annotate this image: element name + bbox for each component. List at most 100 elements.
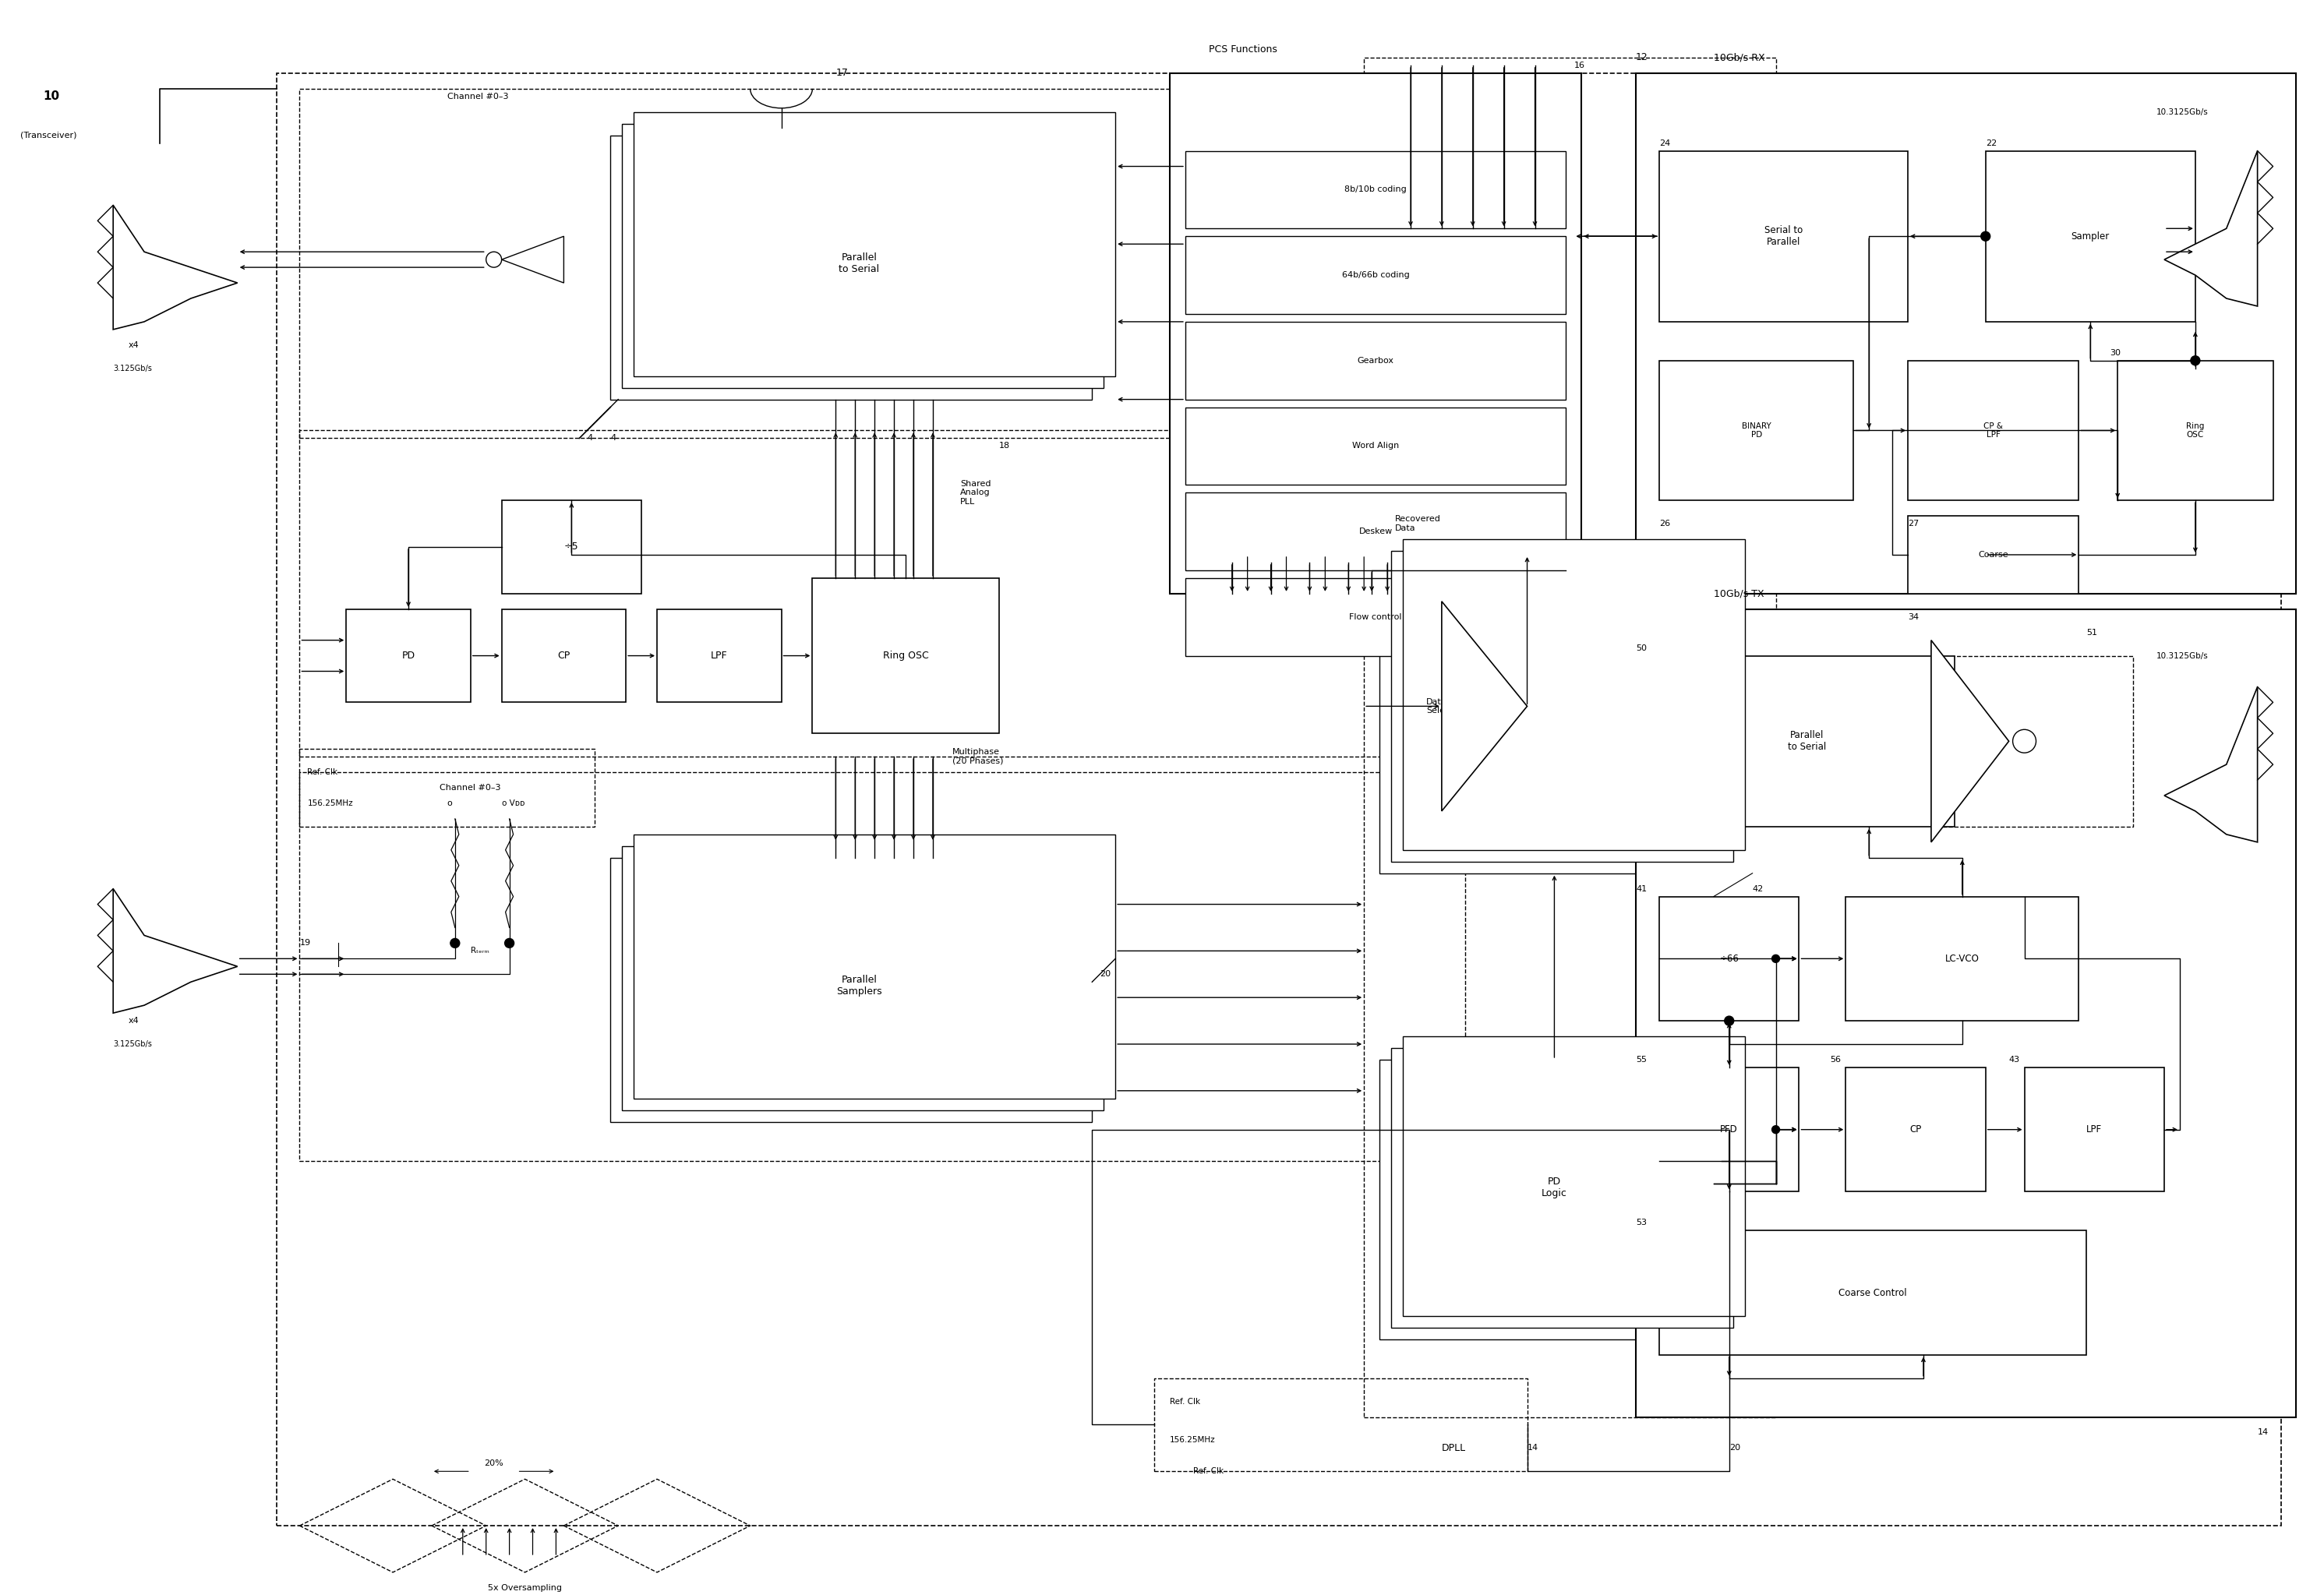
- Text: 34: 34: [1908, 612, 1920, 620]
- Polygon shape: [2164, 152, 2257, 306]
- Text: 3.125Gb/s: 3.125Gb/s: [114, 364, 151, 372]
- Text: Gearbox: Gearbox: [1357, 357, 1394, 364]
- Text: o: o: [446, 799, 453, 807]
- Text: BINARY
PD: BINARY PD: [1741, 423, 1771, 439]
- Text: Coarse: Coarse: [1978, 550, 2008, 558]
- Bar: [634, 139, 1085, 388]
- Text: Channel #0–3: Channel #0–3: [439, 783, 500, 791]
- Text: (Transceiver): (Transceiver): [21, 131, 77, 139]
- Text: 20: 20: [1729, 1443, 1741, 1451]
- Text: 27: 27: [1908, 520, 1920, 528]
- Bar: [1404, 1037, 1745, 1316]
- Text: Flow control: Flow control: [1350, 612, 1401, 620]
- Bar: [1659, 360, 1855, 501]
- Text: Data
Selector: Data Selector: [1427, 697, 1462, 715]
- Text: 14: 14: [1527, 1443, 1538, 1451]
- Bar: [1931, 656, 2133, 826]
- Text: 12: 12: [1636, 53, 1648, 62]
- Bar: [1404, 539, 1745, 850]
- Polygon shape: [114, 888, 237, 1013]
- Bar: [611, 136, 1092, 399]
- Bar: [623, 845, 1104, 1110]
- Bar: [1399, 558, 1710, 853]
- Text: 51: 51: [2087, 628, 2099, 636]
- Bar: [502, 609, 625, 702]
- Bar: [1659, 896, 1799, 1021]
- Text: 16: 16: [1573, 62, 1585, 69]
- Bar: [658, 609, 781, 702]
- Text: 18: 18: [999, 442, 1011, 450]
- Bar: [1185, 407, 1566, 485]
- Text: 22: 22: [1985, 139, 1996, 147]
- Bar: [634, 861, 1085, 1110]
- Text: 4: 4: [588, 434, 593, 442]
- Text: ÷66: ÷66: [1720, 954, 1738, 963]
- Bar: [1185, 322, 1566, 399]
- Bar: [2117, 360, 2273, 501]
- Bar: [1380, 563, 1722, 872]
- Bar: [1392, 550, 1734, 861]
- Text: 43: 43: [2008, 1056, 2020, 1064]
- Bar: [1364, 57, 1776, 1416]
- Text: Deskew: Deskew: [1360, 528, 1392, 536]
- Text: 3.125Gb/s: 3.125Gb/s: [114, 1040, 151, 1048]
- Text: 41: 41: [1636, 885, 1648, 893]
- Bar: [1185, 236, 1566, 314]
- Bar: [502, 501, 641, 593]
- Text: 10Gb/s RX: 10Gb/s RX: [1713, 53, 1764, 62]
- Text: 156.25MHz: 156.25MHz: [307, 799, 353, 807]
- Text: Ring OSC: Ring OSC: [883, 651, 930, 660]
- Bar: [1185, 577, 1566, 656]
- Bar: [1659, 1067, 1799, 1191]
- Text: Parallel
to Serial: Parallel to Serial: [839, 252, 878, 274]
- Bar: [346, 609, 469, 702]
- Text: o Vᴅᴅ: o Vᴅᴅ: [502, 799, 525, 807]
- Circle shape: [1771, 955, 1780, 962]
- Bar: [1185, 152, 1566, 228]
- Text: PFD: PFD: [1720, 1124, 1738, 1134]
- Bar: [1845, 1067, 1985, 1191]
- Polygon shape: [1441, 601, 1527, 812]
- Text: 30: 30: [2110, 349, 2122, 357]
- Bar: [2024, 1067, 2164, 1191]
- Text: 26: 26: [1659, 520, 1671, 528]
- Text: Parallel
to Serial: Parallel to Serial: [1787, 731, 1827, 753]
- Text: LPF: LPF: [711, 651, 727, 660]
- Bar: [1659, 656, 1954, 826]
- Text: PD: PD: [402, 651, 416, 660]
- Text: 24: 24: [1659, 139, 1671, 147]
- Polygon shape: [502, 236, 565, 282]
- Text: Ref. Clk: Ref. Clk: [307, 769, 337, 777]
- Text: PCS Functions: PCS Functions: [1208, 45, 1278, 54]
- Text: Parallel
Samplers: Parallel Samplers: [837, 975, 881, 997]
- Text: CP: CP: [1910, 1124, 1922, 1134]
- Text: Channel #0–3: Channel #0–3: [446, 93, 509, 100]
- Text: 56: 56: [1831, 1056, 1841, 1064]
- Text: 19: 19: [300, 939, 311, 947]
- Text: LPF: LPF: [2087, 1124, 2103, 1134]
- Text: Sampler: Sampler: [2071, 231, 2110, 241]
- Text: 20%: 20%: [483, 1459, 504, 1467]
- Text: 20: 20: [1099, 970, 1111, 978]
- Text: 64b/66b coding: 64b/66b coding: [1341, 271, 1408, 279]
- Text: CP: CP: [558, 651, 569, 660]
- Circle shape: [2192, 356, 2201, 365]
- Text: Recovered
Data: Recovered Data: [1394, 515, 1441, 533]
- Text: LC-VCO: LC-VCO: [1945, 954, 1980, 963]
- Text: 156.25MHz: 156.25MHz: [1169, 1437, 1215, 1443]
- Circle shape: [1724, 1016, 1734, 1026]
- Bar: [1636, 609, 2296, 1416]
- Bar: [1636, 73, 2296, 593]
- Circle shape: [1771, 1126, 1780, 1134]
- Bar: [1392, 1048, 1734, 1327]
- Bar: [634, 112, 1116, 376]
- Text: Rₜₑᵣₘ: Rₜₑᵣₘ: [469, 947, 488, 955]
- Text: 4: 4: [611, 434, 616, 442]
- Bar: [300, 750, 595, 826]
- Text: 10.3125Gb/s: 10.3125Gb/s: [2157, 108, 2208, 116]
- Text: Word Align: Word Align: [1353, 442, 1399, 450]
- Bar: [1380, 1059, 1722, 1340]
- Bar: [1169, 73, 1583, 593]
- Text: 10Gb/s TX: 10Gb/s TX: [1713, 589, 1764, 598]
- Text: 53: 53: [1636, 1219, 1648, 1227]
